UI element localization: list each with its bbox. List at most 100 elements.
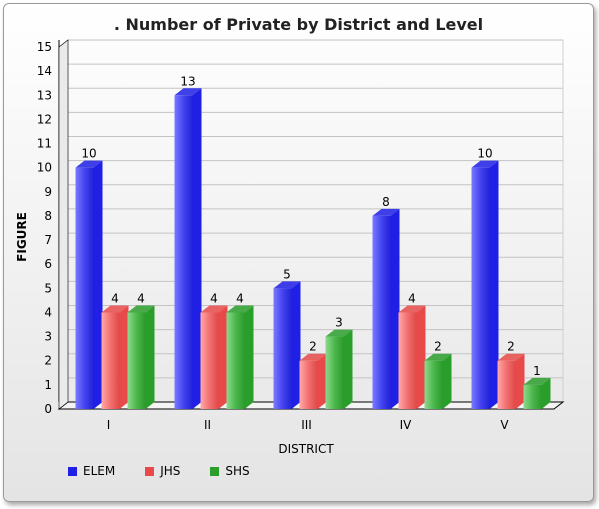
bar-top <box>424 353 452 361</box>
y-tick-label: 6 <box>44 257 52 271</box>
bar-side <box>541 377 551 409</box>
legend-swatch <box>145 466 155 476</box>
y-axis-title: FIGURE <box>15 212 29 262</box>
y-tick-label: 13 <box>37 88 52 102</box>
bar-jhs-iii[interactable] <box>299 353 327 409</box>
bar-value-label: 2 <box>434 340 442 354</box>
x-axis-title: DISTRICT <box>278 442 334 456</box>
legend-label: ELEM <box>83 464 116 478</box>
bar-shs-v[interactable] <box>523 377 551 409</box>
y-tick-label: 15 <box>37 40 52 54</box>
bar-jhs-v[interactable] <box>497 353 525 409</box>
legend-item-shs[interactable]: SHS <box>210 464 250 478</box>
bar-value-label: 3 <box>335 316 343 330</box>
legend-item-elem[interactable]: ELEM <box>68 464 115 478</box>
bar-front <box>226 312 245 409</box>
legend: ELEM JHS SHS <box>68 464 280 479</box>
grid-line <box>58 136 563 144</box>
x-tick-label: III <box>301 418 312 432</box>
bar-front <box>471 167 490 409</box>
bar-elem-i[interactable] <box>75 160 103 409</box>
chart-frame: . Number of Private by District and Leve… <box>3 3 594 502</box>
bar-side <box>515 353 525 409</box>
bar-front <box>325 336 344 409</box>
bar-top <box>127 305 155 313</box>
bar-top <box>273 281 301 289</box>
y-tick-label: 8 <box>44 209 52 223</box>
bar-front <box>75 167 94 409</box>
bar-elem-iv[interactable] <box>372 208 400 409</box>
grid-line <box>58 63 563 72</box>
bar-jhs-iv[interactable] <box>398 305 426 409</box>
bar-side <box>145 305 155 409</box>
y-tick-label: 3 <box>44 330 52 344</box>
x-tick-label: II <box>204 418 211 432</box>
bar-value-label: 4 <box>408 291 416 305</box>
y-tick-label: 14 <box>37 64 52 78</box>
bar-side <box>442 353 452 409</box>
bar-side <box>343 329 353 409</box>
bar-jhs-i[interactable] <box>101 305 129 409</box>
bar-value-label: 13 <box>180 74 195 88</box>
bar-side <box>218 305 228 409</box>
bar-value-label: 4 <box>210 291 218 305</box>
bar-value-label: 8 <box>382 195 390 209</box>
bar-shs-iii[interactable] <box>325 329 353 409</box>
legend-label: JHS <box>160 464 181 478</box>
bar-front <box>299 360 318 409</box>
y-tick-label: 7 <box>44 233 52 247</box>
y-tick-label: 10 <box>37 161 52 175</box>
x-tick-label: V <box>500 418 509 432</box>
bar-front <box>273 288 292 409</box>
legend-label: SHS <box>225 464 250 478</box>
bar-side <box>192 88 202 410</box>
y-tick-label: 12 <box>37 112 52 126</box>
bar-top <box>174 88 202 96</box>
bar-front <box>523 384 542 409</box>
bar-shs-i[interactable] <box>127 305 155 409</box>
bar-value-label: 4 <box>137 291 145 305</box>
y-tick-label: 2 <box>44 354 52 368</box>
bar-jhs-ii[interactable] <box>200 305 228 409</box>
grid-line <box>58 39 563 48</box>
bar-value-label: 2 <box>507 340 515 354</box>
bar-top <box>471 160 499 168</box>
x-tick-label: I <box>107 418 111 432</box>
y-tick-label: 4 <box>44 305 52 319</box>
bar-top <box>398 305 426 313</box>
bar-side <box>416 305 426 409</box>
bar-elem-ii[interactable] <box>174 88 202 410</box>
bar-shs-ii[interactable] <box>226 305 254 409</box>
legend-swatch <box>68 466 77 476</box>
bar-top <box>325 329 353 337</box>
bar-front <box>127 312 146 409</box>
bar-value-label: 10 <box>477 147 492 161</box>
bar-side <box>244 305 254 409</box>
y-tick-label: 0 <box>44 402 52 416</box>
grid-line <box>58 87 563 96</box>
bar-side <box>390 208 400 409</box>
y-tick-label: 5 <box>44 281 52 295</box>
y-tick-label: 11 <box>37 137 52 151</box>
bar-value-label: 5 <box>283 267 291 281</box>
legend-swatch <box>210 466 220 476</box>
bar-front <box>101 312 120 409</box>
bar-front <box>372 215 391 409</box>
bar-elem-v[interactable] <box>471 160 499 409</box>
bar-side <box>93 160 103 409</box>
bar-top <box>372 208 400 216</box>
chart-title: . Number of Private by District and Leve… <box>113 15 484 34</box>
bar-top <box>75 160 103 168</box>
bar-elem-iii[interactable] <box>273 281 301 409</box>
bar-front <box>497 360 516 409</box>
bar-value-label: 10 <box>81 147 96 161</box>
bar-shs-iv[interactable] <box>424 353 452 409</box>
bar-top <box>101 305 129 313</box>
bar-top <box>200 305 228 313</box>
y-tick-label: 9 <box>44 185 52 199</box>
bar-top <box>226 305 254 313</box>
bar-value-label: 1 <box>533 364 541 378</box>
legend-item-jhs[interactable]: JHS <box>145 464 180 478</box>
side-wall <box>58 39 69 410</box>
bar-top <box>497 353 525 361</box>
